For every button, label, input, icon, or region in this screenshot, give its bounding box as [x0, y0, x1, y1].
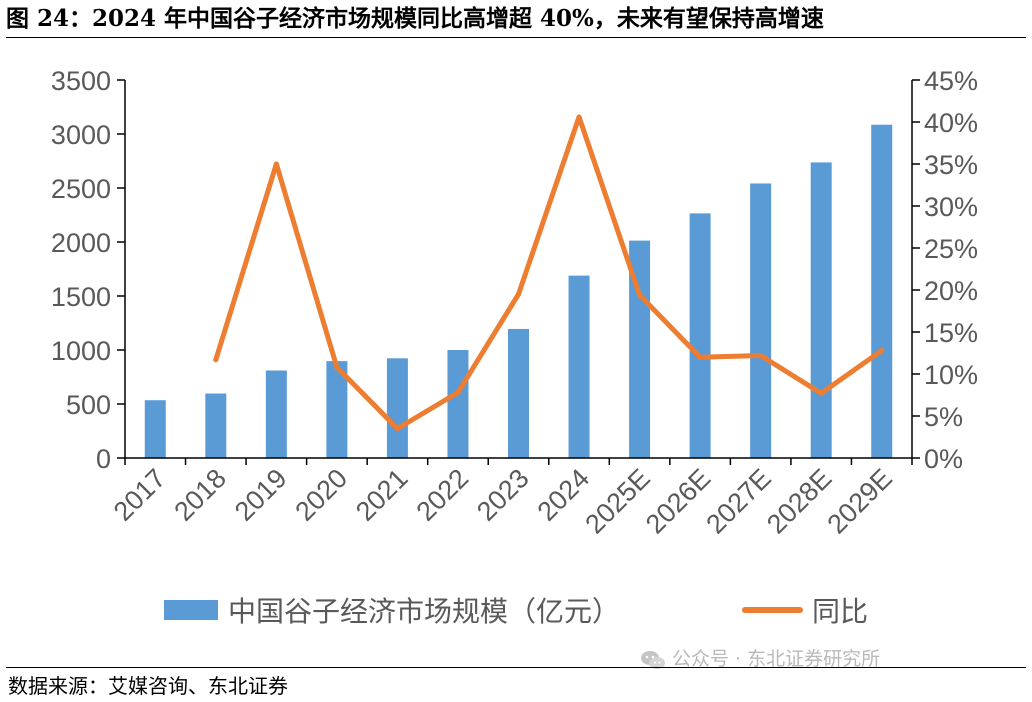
- left-tick-label: 3000: [51, 120, 111, 150]
- point-yoy-2024: [576, 114, 582, 120]
- point-yoy-2029E: [879, 347, 885, 353]
- point-yoy-2027E: [758, 353, 764, 359]
- watermark: 公众号 · 东北证券研究所: [640, 646, 880, 672]
- left-tick-label: 2500: [51, 174, 111, 204]
- bar-2025E: [629, 240, 651, 458]
- left-tick-label: 0: [96, 444, 111, 474]
- wechat-icon: [641, 650, 665, 669]
- x-tick-label: 2020: [289, 463, 353, 527]
- bar-2027E: [750, 183, 772, 459]
- right-tick-label: 35%: [924, 150, 978, 180]
- x-tick-label: 2018: [168, 463, 232, 527]
- bar-2024: [568, 275, 590, 458]
- watermark-text: 公众号 · 东北证券研究所: [672, 648, 881, 670]
- x-tick-label: 2021: [350, 463, 414, 527]
- figure-title: 图 24：2024 年中国谷子经济市场规模同比高增超 40%，未来有望保持高增速: [6, 5, 824, 32]
- title-rule: [6, 37, 1026, 38]
- left-tick-label: 1500: [51, 282, 111, 312]
- legend-label-line: 同比: [812, 595, 868, 628]
- bar-2029E: [871, 124, 893, 458]
- right-tick-label: 40%: [924, 108, 978, 138]
- left-tick-label: 2000: [51, 228, 111, 258]
- point-yoy-2018: [213, 357, 219, 363]
- bar-2020: [326, 361, 348, 458]
- point-yoy-2025E: [637, 292, 643, 298]
- point-yoy-2019: [273, 161, 279, 167]
- x-tick-label: 2023: [471, 463, 535, 527]
- right-tick-label: 5%: [924, 402, 963, 432]
- left-tick-label: 500: [66, 390, 111, 420]
- bar-2017: [144, 400, 166, 458]
- point-yoy-2023: [516, 291, 521, 297]
- left-tick-label: 3500: [51, 66, 111, 96]
- bar-2026E: [689, 213, 711, 458]
- point-yoy-2022: [455, 389, 461, 395]
- bar-2021: [386, 358, 408, 458]
- right-tick-label: 25%: [924, 234, 978, 264]
- source-note: 数据来源：艾媒咨询、东北证券: [8, 674, 288, 698]
- bar-2022: [447, 350, 469, 458]
- x-tick-label: 2019: [229, 463, 293, 527]
- source-rule: [6, 667, 1026, 668]
- x-tick-label: 2025E: [579, 463, 655, 539]
- x-tick-label: 2017: [108, 463, 172, 527]
- right-tick-label: 10%: [924, 360, 978, 390]
- right-tick-label: 0%: [924, 444, 963, 474]
- x-tick-label: 2027E: [700, 463, 776, 539]
- x-tick-label: 2029E: [822, 463, 898, 539]
- left-tick-label: 1000: [51, 336, 111, 366]
- point-yoy-2021: [394, 426, 400, 432]
- point-yoy-2026E: [697, 354, 703, 360]
- line-yoy: [213, 114, 885, 432]
- right-tick-label: 45%: [924, 66, 978, 96]
- bar-2019: [265, 370, 287, 458]
- x-tick-label: 2022: [411, 463, 475, 527]
- point-yoy-2020: [334, 364, 340, 370]
- bar-2028E: [810, 162, 832, 459]
- x-tick-label: 2026E: [640, 463, 716, 539]
- bar-2018: [205, 393, 227, 458]
- bar-2023: [508, 328, 529, 458]
- point-yoy-2028E: [818, 390, 824, 396]
- right-tick-label: 20%: [924, 276, 978, 306]
- legend-label-bar: 中国谷子经济市场规模（亿元）: [228, 595, 620, 628]
- x-tick-label: 2028E: [761, 463, 837, 539]
- legend-swatch-bar: [164, 600, 218, 620]
- right-tick-label: 30%: [924, 192, 978, 222]
- right-tick-label: 15%: [924, 318, 978, 348]
